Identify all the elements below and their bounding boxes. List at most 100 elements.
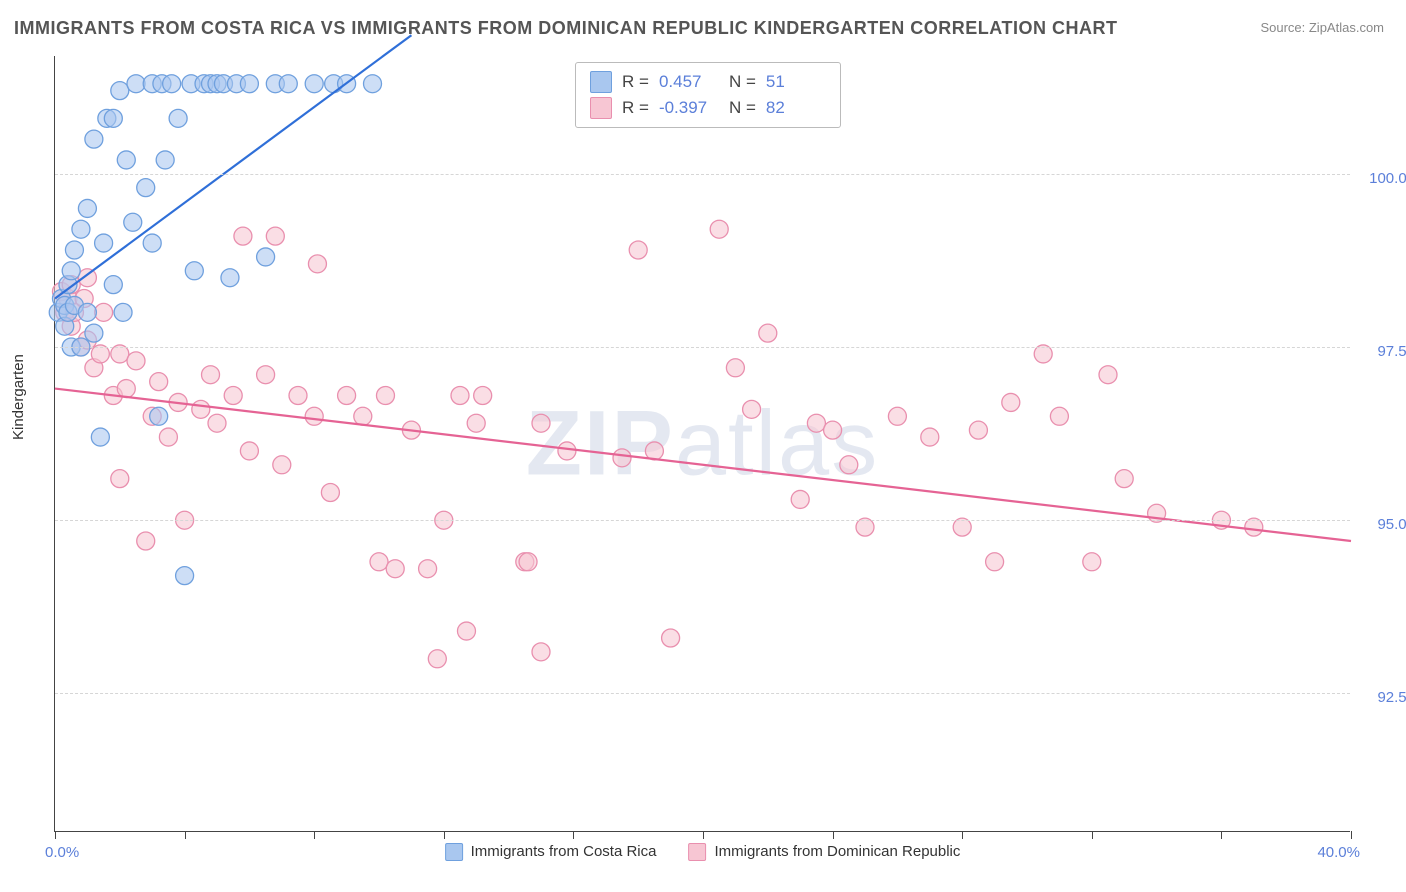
y-tick-label: 97.5%: [1360, 343, 1406, 360]
n-label: N =: [729, 95, 756, 121]
data-point: [321, 484, 339, 502]
r-value-dominican: -0.397: [659, 95, 719, 121]
gridline-h: [55, 693, 1350, 694]
data-point: [376, 387, 394, 405]
plot-area: ZIPatlas R = 0.457 N = 51 R = -0.397 N =…: [54, 56, 1350, 832]
series-legend: Immigrants from Costa Rica Immigrants fr…: [445, 843, 961, 861]
data-point: [143, 234, 161, 252]
data-point: [1099, 366, 1117, 384]
data-point: [791, 490, 809, 508]
data-point: [558, 442, 576, 460]
legend-item-dominican: Immigrants from Dominican Republic: [688, 843, 960, 861]
data-point: [308, 255, 326, 273]
data-point: [124, 213, 142, 231]
y-tick-label: 92.5%: [1360, 689, 1406, 706]
data-point: [117, 380, 135, 398]
data-point: [137, 532, 155, 550]
legend-swatch-costa-rica: [445, 843, 463, 861]
data-point: [176, 567, 194, 585]
y-axis-label: Kindergarten: [10, 354, 27, 440]
data-point: [743, 400, 761, 418]
data-point: [78, 269, 96, 287]
data-point: [354, 407, 372, 425]
data-point: [986, 553, 1004, 571]
y-tick-label: 100.0%: [1360, 170, 1406, 187]
x-tick: [1351, 831, 1352, 839]
data-point: [364, 75, 382, 93]
data-point: [279, 75, 297, 93]
data-point: [192, 400, 210, 418]
data-point: [65, 241, 83, 259]
gridline-h: [55, 520, 1350, 521]
data-point: [1083, 553, 1101, 571]
data-point: [156, 151, 174, 169]
data-point: [257, 366, 275, 384]
data-point: [163, 75, 181, 93]
legend-label-dominican: Immigrants from Dominican Republic: [714, 843, 960, 860]
data-point: [104, 276, 122, 294]
x-tick: [703, 831, 704, 839]
data-point: [169, 109, 187, 127]
data-point: [114, 303, 132, 321]
r-label: R =: [622, 95, 649, 121]
data-point: [91, 428, 109, 446]
x-tick: [1092, 831, 1093, 839]
data-point: [224, 387, 242, 405]
data-point: [104, 109, 122, 127]
data-point: [266, 227, 284, 245]
data-point: [305, 407, 323, 425]
data-point: [921, 428, 939, 446]
data-point: [208, 414, 226, 432]
y-tick-label: 95.0%: [1360, 516, 1406, 533]
data-point: [111, 470, 129, 488]
x-tick: [314, 831, 315, 839]
source-attribution: Source: ZipAtlas.com: [1260, 20, 1384, 35]
data-point: [273, 456, 291, 474]
data-point: [532, 414, 550, 432]
data-point: [240, 442, 258, 460]
data-point: [117, 151, 135, 169]
plot-svg: [55, 56, 1350, 831]
data-point: [78, 199, 96, 217]
data-point: [467, 414, 485, 432]
x-tick: [1221, 831, 1222, 839]
data-point: [62, 262, 80, 280]
x-tick: [833, 831, 834, 839]
data-point: [185, 262, 203, 280]
data-point: [111, 82, 129, 100]
data-point: [257, 248, 275, 266]
chart-title: IMMIGRANTS FROM COSTA RICA VS IMMIGRANTS…: [14, 18, 1117, 39]
gridline-h: [55, 174, 1350, 175]
data-point: [202, 366, 220, 384]
swatch-dominican: [590, 97, 612, 119]
n-value-costa-rica: 51: [766, 69, 826, 95]
data-point: [824, 421, 842, 439]
data-point: [969, 421, 987, 439]
data-point: [840, 456, 858, 474]
data-point: [888, 407, 906, 425]
data-point: [150, 373, 168, 391]
data-point: [338, 387, 356, 405]
swatch-costa-rica: [590, 71, 612, 93]
data-point: [159, 428, 177, 446]
x-axis-min-label: 0.0%: [45, 844, 79, 861]
data-point: [613, 449, 631, 467]
data-point: [474, 387, 492, 405]
data-point: [1050, 407, 1068, 425]
data-point: [726, 359, 744, 377]
data-point: [759, 324, 777, 342]
data-point: [72, 220, 90, 238]
data-point: [85, 130, 103, 148]
data-point: [370, 553, 388, 571]
data-point: [451, 387, 469, 405]
regression-line: [55, 389, 1351, 541]
data-point: [95, 303, 113, 321]
data-point: [1115, 470, 1133, 488]
data-point: [127, 75, 145, 93]
data-point: [150, 407, 168, 425]
r-value-costa-rica: 0.457: [659, 69, 719, 95]
data-point: [386, 560, 404, 578]
data-point: [532, 643, 550, 661]
x-tick: [573, 831, 574, 839]
data-point: [305, 75, 323, 93]
